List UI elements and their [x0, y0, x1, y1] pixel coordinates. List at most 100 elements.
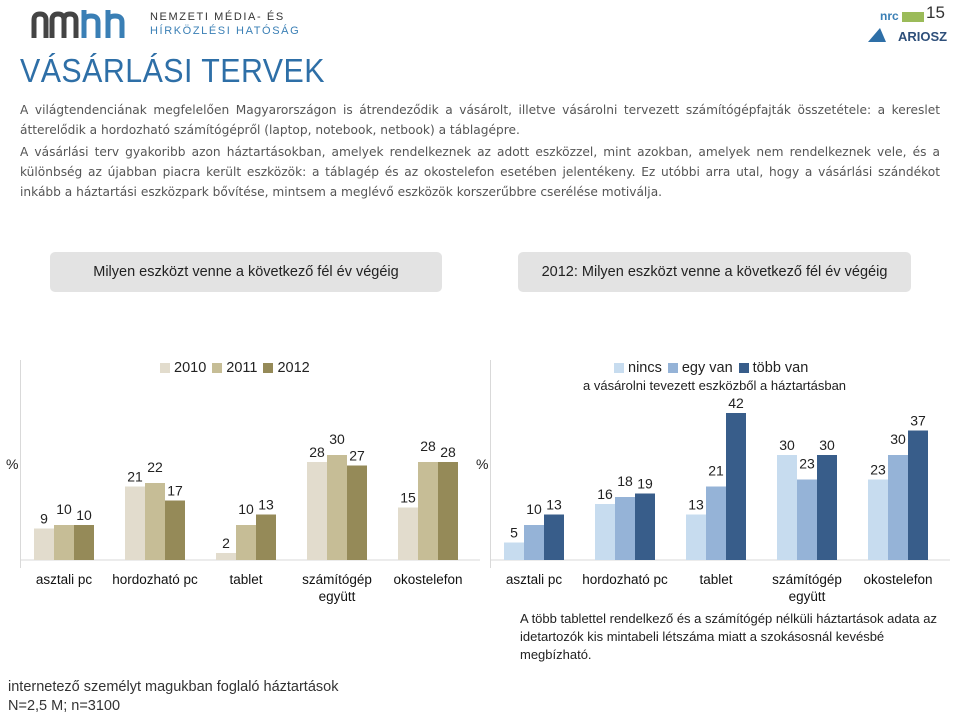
- bar-0-0-2: [74, 525, 94, 560]
- legend-item-2011: 2011: [212, 360, 257, 376]
- data-label-1-4-2: 37: [910, 413, 926, 429]
- data-label-0-0-2: 10: [76, 507, 92, 523]
- bar-0-2-0: [216, 553, 236, 560]
- paragraph-1: A világtendenciának megfelelően Magyaror…: [20, 103, 940, 137]
- data-label-0-4-2: 28: [440, 444, 456, 460]
- data-label-1-3-1: 23: [799, 456, 815, 472]
- legend-label-2010: 2010: [174, 360, 207, 376]
- bar-1-3-0: [777, 455, 797, 560]
- chart-left-border: [20, 360, 21, 568]
- category-label-1-0: asztali pc: [506, 572, 563, 587]
- data-label-0-2-0: 2: [222, 535, 230, 551]
- logo-line2: HÍRKÖZLÉSI HATÓSÁG: [150, 25, 301, 37]
- bar-0-3-2: [347, 465, 367, 560]
- footer-line1: internetező személyt magukban foglaló há…: [8, 679, 339, 695]
- bar-0-1-0: [125, 486, 145, 560]
- bar-0-3-0: [307, 462, 327, 560]
- data-label-0-2-1: 10: [238, 501, 254, 517]
- bar-1-0-2: [544, 514, 564, 560]
- bar-1-4-2: [908, 430, 928, 560]
- legend-label-2011: 2011: [226, 360, 258, 376]
- data-label-1-4-1: 30: [890, 431, 906, 447]
- paragraph-2: A vásárlási terv gyakoribb azon háztartá…: [20, 145, 940, 199]
- bar-0-1-1: [145, 483, 165, 560]
- category-label-1-4: okostelefon: [863, 572, 932, 587]
- data-label-1-3-2: 30: [819, 437, 835, 453]
- data-label-1-0-1: 10: [526, 501, 542, 517]
- nmhh-logo: NEMZETI MÉDIA- ÉS HÍRKÖZLÉSI HATÓSÁG: [30, 4, 300, 44]
- bar-0-3-1: [327, 455, 347, 560]
- question-box-right: 2012: Milyen eszközt venne a következő f…: [518, 252, 911, 292]
- note-text: A több tablettel rendelkező és a számító…: [520, 611, 937, 662]
- bar-1-2-1: [706, 486, 726, 560]
- footer: internetező személyt magukban foglaló há…: [8, 678, 338, 716]
- bar-1-2-2: [726, 413, 746, 560]
- legend-item-tobb-van: több van: [738, 360, 809, 376]
- bar-0-0-1: [54, 525, 74, 560]
- bar-0-2-1: [236, 525, 256, 560]
- category-label-1-1: hordozható pc: [582, 572, 668, 587]
- nrc-logo-mark: [902, 12, 924, 22]
- y-unit-right: %: [476, 456, 489, 472]
- bar-1-1-2: [635, 493, 655, 560]
- data-label-1-1-0: 16: [597, 486, 613, 502]
- data-label-0-3-2: 27: [349, 448, 365, 464]
- category-label-0-4: okostelefon: [393, 572, 462, 587]
- legend-item-nincs: nincs: [614, 360, 662, 376]
- bar-1-1-0: [595, 504, 615, 560]
- data-label-1-4-0: 23: [870, 462, 886, 478]
- category-label-0-3: számítógép: [302, 572, 372, 587]
- category-label-0-0: asztali pc: [36, 572, 93, 587]
- data-label-0-0-0: 9: [40, 511, 48, 527]
- data-label-0-4-1: 28: [420, 438, 436, 454]
- logo-line1: NEMZETI MÉDIA- ÉS: [150, 11, 285, 23]
- legend-item-egy-van: egy van: [667, 360, 733, 376]
- data-label-0-4-0: 15: [400, 490, 416, 506]
- data-label-1-3-0: 30: [779, 437, 795, 453]
- legend-right: nincs egy van több van: [614, 360, 814, 376]
- question-left-text: Milyen eszközt venne a következő fél év …: [93, 264, 399, 280]
- bar-1-4-0: [868, 479, 888, 560]
- legend-item-2012: 2012: [263, 360, 310, 376]
- data-label-1-2-2: 42: [728, 395, 744, 411]
- data-label-1-0-0: 5: [510, 525, 518, 541]
- category-label-1-3: számítógép: [772, 572, 842, 587]
- data-label-0-3-0: 28: [309, 444, 325, 460]
- bar-0-2-2: [256, 514, 276, 560]
- data-label-0-3-1: 30: [329, 431, 345, 447]
- page-number: 15: [926, 3, 945, 22]
- legend-label-nincs: nincs: [628, 360, 662, 376]
- data-label-0-1-2: 17: [167, 483, 183, 499]
- data-label-0-1-0: 21: [127, 469, 143, 485]
- ariosz-logo: nrc ARIOSZ: [868, 9, 947, 44]
- data-label-0-0-1: 10: [56, 501, 72, 517]
- bar-0-1-2: [165, 500, 185, 560]
- footer-line2: N=2,5 M; n=3100: [8, 698, 121, 714]
- chart-right-border: [490, 360, 491, 568]
- y-unit-left: %: [6, 456, 19, 472]
- bar-1-2-0: [686, 514, 706, 560]
- legend-left: 2010 2011 2012: [160, 360, 316, 376]
- nmhh-logo-mark: [31, 10, 125, 38]
- bar-0-4-1: [418, 462, 438, 560]
- category-label-0-3: együtt: [319, 589, 356, 604]
- data-label-1-2-1: 21: [708, 463, 724, 479]
- nrc-logo-text: nrc: [880, 9, 899, 23]
- legend-right-subtitle: a vásárolni tevezett eszközből a háztart…: [583, 378, 847, 393]
- bar-0-4-2: [438, 462, 458, 560]
- legend-item-2010: 2010: [160, 360, 206, 376]
- data-label-1-0-2: 13: [546, 497, 562, 513]
- bar-1-0-1: [524, 525, 544, 560]
- legend-label-egy-van: egy van: [681, 360, 733, 376]
- category-label-1-3: együtt: [789, 589, 826, 604]
- ariosz-logo-text: ARIOSZ: [898, 29, 947, 44]
- page-title: VÁSÁRLÁSI TERVEK: [20, 52, 325, 89]
- legend-label-tobb-van: több van: [752, 360, 809, 376]
- ariosz-triangle-icon: [868, 28, 886, 42]
- bar-1-3-2: [817, 455, 837, 560]
- category-label-1-2: tablet: [699, 572, 732, 587]
- bar-1-3-1: [797, 479, 817, 560]
- legend-label-2012: 2012: [277, 360, 310, 376]
- data-label-1-1-1: 18: [617, 473, 633, 489]
